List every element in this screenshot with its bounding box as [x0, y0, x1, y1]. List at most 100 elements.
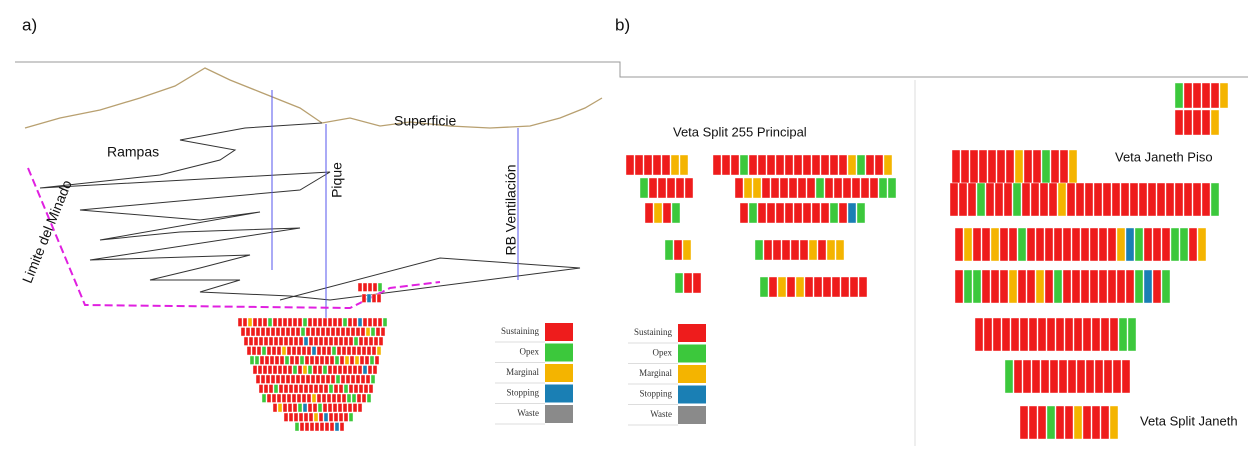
block: [258, 366, 262, 375]
legend-swatch: [678, 386, 706, 404]
block: [665, 240, 673, 260]
block: [680, 155, 688, 175]
block: [336, 328, 340, 337]
block: [324, 337, 328, 346]
block: [357, 347, 361, 356]
block: [269, 385, 273, 394]
block: [293, 318, 297, 327]
block: [259, 385, 263, 394]
block: [282, 394, 286, 403]
block: [1077, 360, 1085, 393]
block: [323, 404, 327, 413]
block: [259, 337, 263, 346]
block: [254, 337, 258, 346]
block: [348, 318, 352, 327]
block: [314, 413, 318, 422]
block: [684, 273, 692, 293]
block: [1162, 228, 1170, 261]
block: [352, 394, 356, 403]
panel-label: b): [615, 15, 630, 34]
block: [1148, 183, 1156, 216]
block: [344, 413, 348, 422]
block: [955, 270, 963, 303]
block: [968, 183, 976, 216]
block: [1036, 228, 1044, 261]
block: [298, 404, 302, 413]
block: [317, 394, 321, 403]
block: [884, 155, 892, 175]
block: [330, 423, 334, 432]
block: [332, 347, 336, 356]
block: [274, 385, 278, 394]
block: [356, 328, 360, 337]
block: [1092, 406, 1100, 439]
annotation: Veta Split 255 Principal: [673, 124, 807, 139]
block: [281, 375, 285, 384]
block: [755, 240, 763, 260]
legend-swatch: [545, 344, 573, 362]
block: [348, 366, 352, 375]
block: [841, 277, 849, 297]
block: [322, 347, 326, 356]
block: [836, 240, 844, 260]
block: [278, 318, 282, 327]
block: [349, 337, 353, 346]
block: [1027, 270, 1035, 303]
block: [1074, 318, 1082, 351]
block: [265, 356, 269, 365]
block: [263, 318, 267, 327]
block: [361, 375, 365, 384]
block: [304, 385, 308, 394]
block: [297, 394, 301, 403]
block: [771, 178, 779, 198]
block: [848, 155, 856, 175]
block: [246, 328, 250, 337]
block: [325, 423, 329, 432]
block: [354, 337, 358, 346]
block: [335, 423, 339, 432]
block: [1157, 183, 1165, 216]
block: [318, 404, 322, 413]
block: [297, 347, 301, 356]
block: [814, 277, 822, 297]
block: [311, 375, 315, 384]
block: [332, 394, 336, 403]
block: [298, 318, 302, 327]
block: [376, 328, 380, 337]
legend-label: Waste: [517, 408, 539, 418]
block: [317, 347, 321, 356]
block: [839, 155, 847, 175]
block: [326, 328, 330, 337]
block: [800, 240, 808, 260]
block: [322, 394, 326, 403]
block: [358, 283, 362, 292]
block: [293, 404, 297, 413]
block: [1054, 270, 1062, 303]
block: [289, 385, 293, 394]
block: [266, 328, 270, 337]
block: [273, 366, 277, 375]
block: [1042, 150, 1050, 183]
block: [1045, 270, 1053, 303]
block: [758, 203, 766, 223]
block: [1193, 83, 1201, 108]
block: [1211, 110, 1219, 135]
block: [349, 385, 353, 394]
block: [299, 413, 303, 422]
legend-swatch: [545, 385, 573, 403]
block: [839, 203, 847, 223]
block: [776, 155, 784, 175]
block: [277, 347, 281, 356]
block: [683, 240, 691, 260]
block: [255, 356, 259, 365]
block: [744, 178, 752, 198]
legend-label: Sustaining: [501, 326, 540, 336]
block: [371, 328, 375, 337]
block: [1072, 228, 1080, 261]
block: [327, 347, 331, 356]
block: [325, 356, 329, 365]
block: [368, 318, 372, 327]
block: [251, 328, 255, 337]
block: [341, 328, 345, 337]
block: [787, 277, 795, 297]
